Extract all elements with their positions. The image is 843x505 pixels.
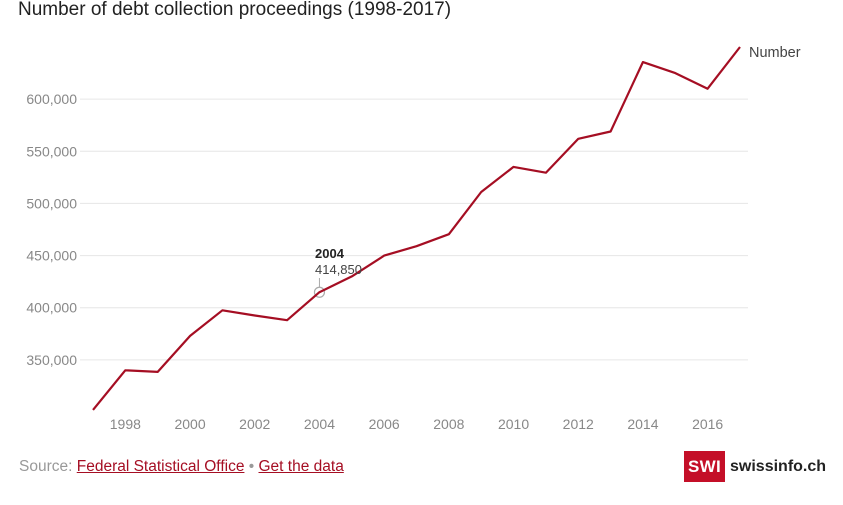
tooltip-value: 414,850 xyxy=(315,262,362,277)
y-axis-tick-labels: 350,000 400,000 450,000 500,000 550,000 600,0… xyxy=(26,91,77,368)
get-data-link[interactable]: Get the data xyxy=(258,458,344,475)
x-tick-label: 2006 xyxy=(369,416,400,432)
y-tick-label: 500,000 xyxy=(26,195,77,211)
x-tick-label: 2016 xyxy=(692,416,723,432)
y-tick-label: 400,000 xyxy=(26,300,77,316)
y-tick-label: 600,000 xyxy=(26,91,77,107)
swissinfo-logo[interactable]: SWI swissinfo.ch xyxy=(684,451,826,482)
swi-badge: SWI xyxy=(684,451,726,482)
line-chart: 350,000 400,000 450,000 500,000 550,000 600,0… xyxy=(26,45,801,432)
x-tick-label: 2002 xyxy=(239,416,270,432)
x-tick-label: 2014 xyxy=(627,416,658,432)
brand-name: swissinfo.ch xyxy=(730,457,827,475)
x-tick-label: 2010 xyxy=(498,416,529,432)
x-tick-label: 2012 xyxy=(563,416,594,432)
source-link[interactable]: Federal Statistical Office xyxy=(76,458,245,475)
source-prefix: Source: xyxy=(19,458,73,475)
x-tick-label: 2000 xyxy=(174,416,205,432)
series-label: Number xyxy=(749,45,801,61)
series-line-number xyxy=(92,46,741,411)
y-tick-label: 450,000 xyxy=(26,248,77,264)
x-tick-label: 2004 xyxy=(304,416,335,432)
x-tick-label: 2008 xyxy=(433,416,464,432)
gridlines xyxy=(80,98,748,361)
y-tick-label: 550,000 xyxy=(26,143,77,159)
x-axis-tick-labels: 1998 2000 2002 2004 2006 2008 2010 2012 2014 2016 xyxy=(110,416,724,432)
chart-title: Number of debt collection proceedings (1… xyxy=(18,0,452,20)
footer-separator: • xyxy=(248,458,255,475)
footer: Source: Federal Statistical Office • Get… xyxy=(19,458,344,476)
tooltip-year: 2004 xyxy=(315,246,345,261)
x-tick-label: 1998 xyxy=(110,416,141,432)
tooltip: 2004 414,850 xyxy=(315,246,362,277)
y-tick-label: 350,000 xyxy=(26,352,77,368)
